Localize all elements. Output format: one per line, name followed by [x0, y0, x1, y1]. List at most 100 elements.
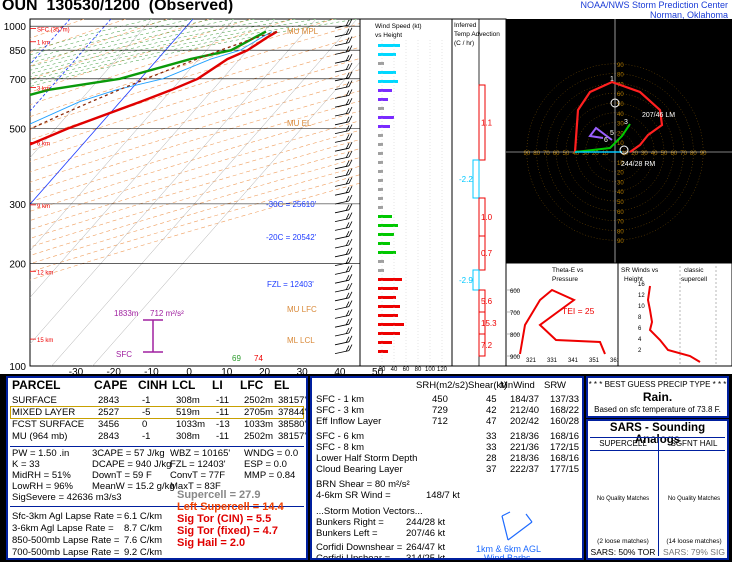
sr-height-label: 8 [638, 315, 642, 321]
divider [658, 437, 659, 556]
thermo-value: MaxT = 83F [170, 481, 221, 492]
wind-barb-flag [348, 124, 353, 131]
height-label: 6 km [37, 141, 50, 147]
wind-barb-flag [345, 301, 350, 308]
barbs-label-2: Wind Barbs [484, 553, 531, 560]
brn-shear: BRN Shear = 80 m²/s² [316, 479, 410, 490]
wind-speed-bar [378, 188, 383, 191]
wind-axis-label: 20 [379, 367, 386, 373]
hodo-ring-label: 50 [661, 151, 668, 157]
wind-speed-bar [378, 80, 398, 83]
wind-speed-bar [378, 179, 383, 182]
wind-barb-flag [345, 336, 350, 343]
sars-stat-1: SARS: 50% TOR [590, 547, 656, 557]
thermo-value: WBZ = 10165' [170, 448, 231, 459]
kinematics-value: 450 [432, 394, 448, 405]
kinematics-value: 221/36 [510, 442, 540, 453]
kinematics-label: SFC - 8 km [316, 442, 365, 453]
thermo-value: MeanW = 15.2 g/kg [92, 481, 175, 492]
storm-motion-label: Corfidi Downshear = [316, 542, 403, 553]
sr-wind-value: 148/7 kt [426, 490, 460, 501]
temp-tick-label: -20 [106, 367, 121, 374]
kinematics-value: 202/42 [510, 416, 540, 427]
skewt-grid [30, 19, 360, 366]
parcel-cell: 38580' [278, 419, 307, 430]
wind-axis-label: 60 [403, 367, 410, 373]
lapse-value: 6.1 C/km [124, 511, 163, 522]
wind-speed-bar [378, 134, 383, 137]
temp-adv-value: 7.2 [481, 341, 493, 350]
kinematics-header: SRH(m2/s2) [416, 380, 469, 391]
sars-loose-2: (14 loose matches) [666, 538, 722, 545]
kinematics-value: 177/15 [550, 464, 580, 475]
kinematics-value: 37 [486, 464, 497, 475]
skewt-panel: 100 200 300 500 700 850 1000 -30 -20 -10 0 10 20 30 40… [4, 18, 384, 374]
theta-p-label: 700 [510, 311, 521, 317]
hodo-ring-label: 50 [617, 200, 624, 206]
wind-barb-flag [348, 326, 353, 334]
precip-panel: * * * BEST GUESS PRECIP TYPE * * * Rain.… [586, 376, 729, 418]
storm-motion-label: Bunkers Left = [316, 528, 378, 539]
kinematics-value: 28 [486, 453, 497, 464]
temp-advection-bars: 1.1 -2.2 1.0 0.7 -2.9 5.6 15.3 7.2 [459, 84, 497, 357]
storm-motion-title: ...Storm Motion Vectors... [316, 506, 423, 517]
dry-adiabat [30, 58, 360, 162]
lapse-label: 850-500mb Lapse Rate = [12, 535, 120, 546]
sr-winds-trace: 16 12 10 8 6 4 2 [638, 266, 717, 366]
wind-axis-label: 40 [391, 367, 398, 373]
divider [10, 506, 304, 507]
moist-adiabat [30, 19, 235, 68]
pressure-tick-label: 200 [9, 260, 26, 271]
parcel-cell: -13 [216, 419, 230, 430]
composite-parameters: Supercell = 27.9 Left Supercell = 14.4 Sig… [173, 490, 306, 558]
hodo-trace-mid [574, 123, 631, 153]
wind-speed-bar [378, 152, 383, 155]
hodo-ring-label: 60 [617, 210, 624, 216]
effective-srh-label: 712 m²/s² [150, 309, 184, 318]
hodo-ring-label: 10 [617, 141, 624, 147]
kinematics-value: 45 [486, 394, 497, 405]
wind-speed-bar [378, 71, 396, 74]
fzl-label: FZL = 12403' [267, 280, 314, 289]
page-title: OUN 130530/1200 (Observed) [2, 0, 234, 14]
wind-speed-bar [378, 305, 400, 308]
hodo-ring-label: 60 [670, 151, 677, 157]
parcel-cell: 3456 [98, 419, 120, 430]
hodo-ring-label: 30 [617, 122, 624, 128]
parcel-cell: -1 [142, 431, 151, 442]
composite-sig-tor-cin: Sig Tor (CIN) = 5.5 [177, 513, 272, 525]
temp-adv-bar [472, 159, 480, 199]
kinematics-value: 729 [432, 405, 448, 416]
wind-barb-flag [348, 159, 353, 166]
dry-adiabat [30, 23, 360, 129]
kinematics-value: 172/15 [550, 442, 580, 453]
temp-adv-bar [478, 235, 486, 271]
hodo-ring-label: 40 [617, 190, 624, 196]
thermo-value: ConvT = 77F [170, 470, 226, 481]
wind-barb-flag [348, 212, 353, 219]
wind-barb-flag [348, 186, 353, 193]
hodo-km-label: 1 [610, 76, 614, 83]
wind-barb-flag [348, 238, 353, 246]
wind-barb-flag [345, 283, 350, 291]
sr-title-2: Height [624, 276, 643, 283]
wind-barb-flag [348, 282, 353, 290]
kinematics-value: 168/16 [550, 431, 580, 442]
parcel-header: EL [274, 378, 290, 392]
theta-t-label: 361 [610, 358, 621, 364]
wind-barb-flag [348, 291, 353, 298]
skewt-traces [30, 18, 353, 354]
sars-panel: SARS - Sounding Analogs SUPERCELL SGFNT … [586, 419, 729, 560]
lapse-label: 700-500mb Lapse Rate = [12, 547, 120, 558]
composite-sig-tor-fixed: Sig Tor (fixed) = 4.7 [177, 525, 278, 537]
hodo-ring-label: 90 [617, 239, 624, 245]
pressure-tick-label: 700 [9, 75, 26, 86]
hodo-ring-label: 60 [617, 92, 624, 98]
wind-speed-bar [378, 332, 400, 335]
wind-barb-flag [345, 204, 350, 211]
temp-advection-panel: Inferred Temp Advection (C / hr) 1.1 -2.2… [451, 18, 507, 367]
sars-col-hail: SGFNT HAIL [670, 439, 718, 448]
height-label: 12 km [37, 270, 53, 276]
isotherm [30, 19, 194, 205]
